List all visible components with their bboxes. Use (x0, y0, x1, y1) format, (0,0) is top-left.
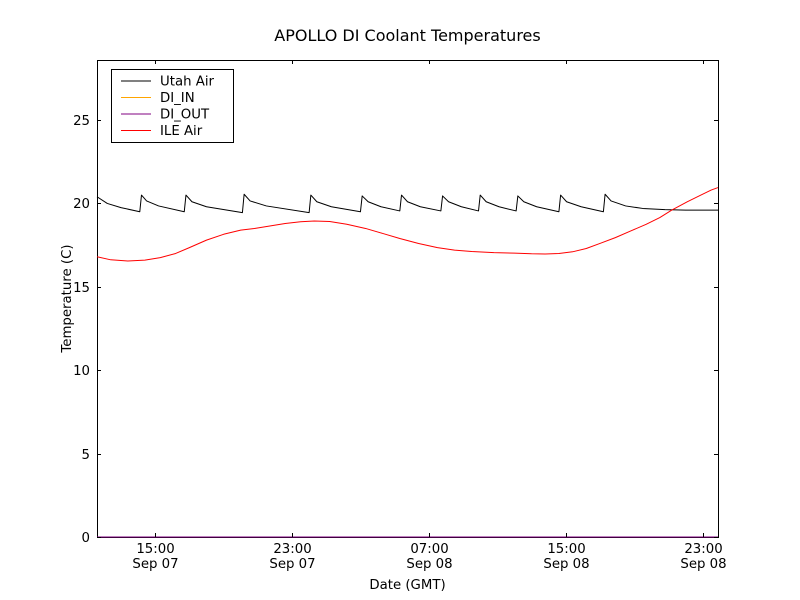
y-tick-label: 20 (73, 197, 90, 212)
series-line-utah-air (96, 193, 718, 214)
x-tick-label-time: 07:00 (410, 542, 448, 557)
x-tick-label-date: Sep 08 (543, 557, 589, 572)
series-line-ile-air (96, 187, 719, 262)
x-tick-label-time: 23:00 (684, 542, 722, 557)
y-tick-label: 15 (73, 281, 90, 296)
x-tick-label-date: Sep 08 (406, 557, 452, 572)
x-tick-label-date: Sep 07 (132, 557, 178, 572)
y-tick-label: 0 (82, 531, 90, 546)
x-tick-label-time: 15:00 (547, 542, 585, 557)
legend-label-di-in: DI_IN (160, 91, 195, 106)
legend-label-ile-air: ILE Air (160, 124, 203, 139)
y-tick-label: 25 (73, 114, 90, 129)
axis-ticks (97, 60, 718, 538)
legend-label-utah-air: Utah Air (160, 75, 215, 90)
y-tick-label: 10 (73, 364, 90, 379)
x-tick-label-date: Sep 07 (269, 557, 315, 572)
x-axis-label: Date (GMT) (369, 578, 445, 593)
x-tick-label-time: 23:00 (273, 542, 311, 557)
legend-label-di-out: DI_OUT (160, 108, 210, 123)
y-axis-label: Temperature (C) (60, 244, 75, 353)
x-tick-label-time: 15:00 (136, 542, 174, 557)
chart-title: APOLLO DI Coolant Temperatures (274, 26, 540, 45)
y-tick-label: 5 (82, 448, 90, 463)
x-tick-label-date: Sep 08 (680, 557, 726, 572)
